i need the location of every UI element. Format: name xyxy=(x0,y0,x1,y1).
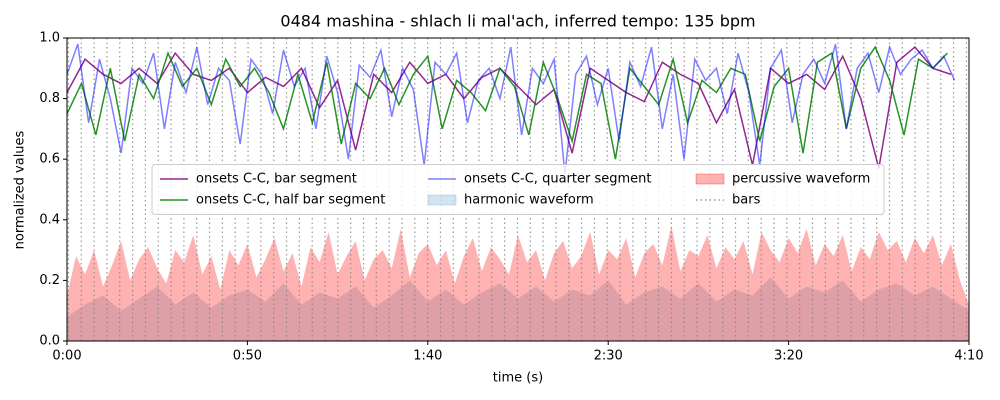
y-tick-label: 0.6 xyxy=(39,152,60,167)
x-tick-label: 0:50 xyxy=(233,349,262,364)
x-tick-label: 3:20 xyxy=(774,349,803,364)
plot-area xyxy=(66,38,969,341)
plot-frame xyxy=(66,37,970,342)
legend-label: onsets C-C, bar segment xyxy=(196,172,357,187)
legend-label: onsets C-C, half bar segment xyxy=(196,193,385,208)
legend-label: bars xyxy=(732,193,761,208)
onset-line xyxy=(66,46,952,169)
legend-box xyxy=(151,164,885,215)
x-tick-label: 0:00 xyxy=(52,349,81,364)
x-tick-label: 2:30 xyxy=(594,349,623,364)
legend-swatch xyxy=(427,194,457,206)
x-tick-label: 1:40 xyxy=(413,349,442,364)
y-axis-label: normalized values xyxy=(13,130,28,249)
onset-line xyxy=(66,43,956,175)
y-tick-label: 0.8 xyxy=(39,91,60,106)
onset-line xyxy=(66,45,948,160)
y-tick-label: 1.0 xyxy=(39,31,60,46)
waveform-area xyxy=(67,225,969,341)
y-tick-label: 0.2 xyxy=(39,273,60,288)
x-axis-label: time (s) xyxy=(493,371,543,386)
y-tick-label: 0.0 xyxy=(39,334,60,349)
legend-label: percussive waveform xyxy=(732,172,870,187)
x-tick-label: 4:10 xyxy=(954,349,983,364)
chart-title: 0484 mashina - shlach li mal'ach, inferr… xyxy=(280,12,755,31)
legend-label: onsets C-C, quarter segment xyxy=(464,172,651,187)
y-tick-label: 0.4 xyxy=(39,212,60,227)
legend-swatch xyxy=(695,173,725,185)
legend-label: harmonic waveform xyxy=(464,193,594,208)
legend: onsets C-C, bar segment onsets C-C, half … xyxy=(151,164,885,215)
